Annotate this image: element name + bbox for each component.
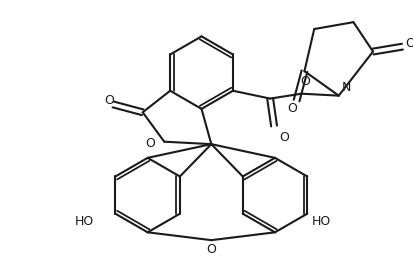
Text: N: N bbox=[341, 81, 350, 94]
Text: O: O bbox=[206, 243, 216, 256]
Text: O: O bbox=[287, 102, 297, 115]
Text: O: O bbox=[278, 131, 288, 144]
Text: O: O bbox=[404, 37, 413, 50]
Text: O: O bbox=[300, 75, 310, 88]
Text: HO: HO bbox=[311, 215, 330, 228]
Text: HO: HO bbox=[74, 215, 94, 228]
Text: O: O bbox=[104, 94, 114, 107]
Text: O: O bbox=[145, 137, 155, 150]
